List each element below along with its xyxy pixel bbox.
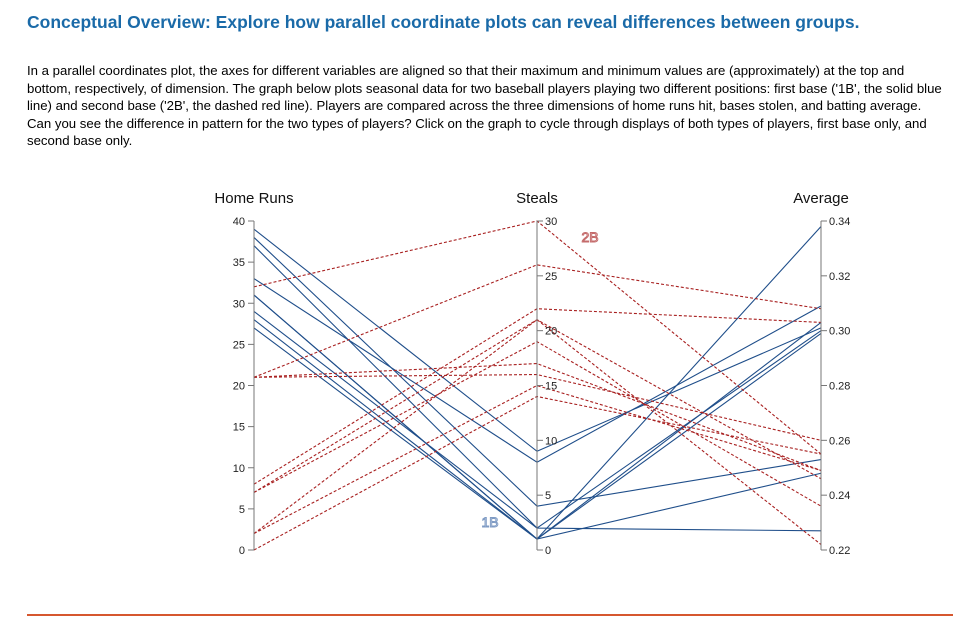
tick-label: 5	[545, 490, 551, 502]
tick-label: 0.30	[829, 326, 850, 338]
line-2B	[253, 373, 822, 441]
divider	[27, 614, 953, 616]
tick-label: 15	[545, 381, 557, 393]
tick-label: 10	[233, 463, 245, 475]
tick-label: 0	[545, 545, 551, 557]
tick-label: 0.32	[829, 271, 850, 283]
line-2B	[253, 319, 822, 545]
tick-label: 0.26	[829, 435, 850, 447]
line-2B	[253, 264, 822, 378]
tick-label: 5	[239, 504, 245, 516]
tick-label: 0.24	[829, 490, 850, 502]
tick-label: 25	[233, 339, 245, 351]
tick-label: 20	[545, 326, 557, 338]
tick-label: 0	[239, 545, 245, 557]
parallel-coordinates-chart[interactable]: Home Runs 0 5 10 15 20 25 30 35 40 Steals 0 5 10 15 20 2…	[0, 0, 955, 600]
tick-label: 20	[233, 381, 245, 393]
tick-label: 0.34	[829, 216, 850, 228]
series-label-2B: 2B	[581, 229, 598, 245]
tick-label: 0.28	[829, 381, 850, 393]
tick-label: 35	[233, 257, 245, 269]
tick-label: 30	[233, 298, 245, 310]
line-2B	[253, 384, 822, 535]
tick-label: 15	[233, 422, 245, 434]
tick-label: 30	[545, 216, 557, 228]
axis-title: Steals	[516, 190, 558, 207]
tick-label: 10	[545, 435, 557, 447]
description: In a parallel coordinates plot, the axes…	[27, 63, 942, 148]
tick-label: 0.22	[829, 545, 850, 557]
axis-title: Home Runs	[214, 190, 293, 207]
axis-title: Average	[793, 190, 849, 207]
page-title: Conceptual Overview: Explore how paralle…	[27, 12, 860, 32]
tick-label: 40	[233, 216, 245, 228]
tick-label: 25	[545, 271, 557, 283]
series-label-1B: 1B	[481, 514, 498, 530]
